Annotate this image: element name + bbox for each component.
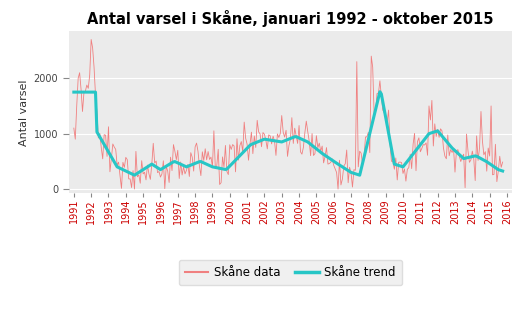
- Title: Antal varsel i Skåne, januari 1992 - oktober 2015: Antal varsel i Skåne, januari 1992 - okt…: [87, 10, 494, 27]
- Y-axis label: Antal varsel: Antal varsel: [20, 79, 30, 146]
- Legend: Skåne data, Skåne trend: Skåne data, Skåne trend: [179, 260, 402, 285]
